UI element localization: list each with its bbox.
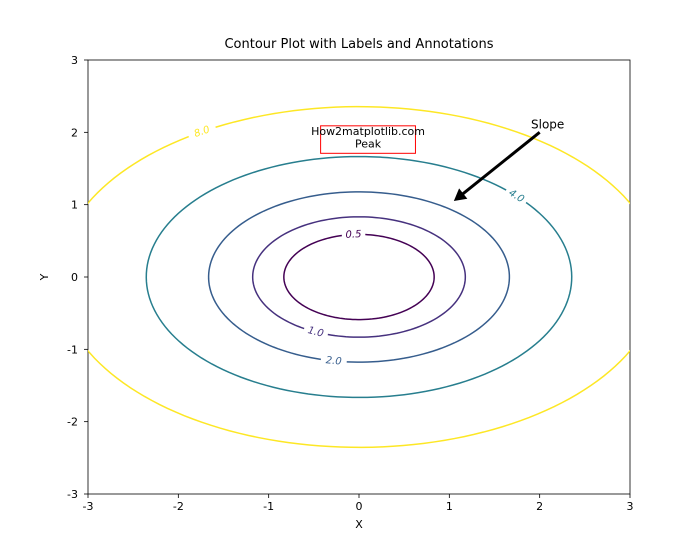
x-axis-label: X <box>355 518 363 531</box>
y-tick-label: 2 <box>71 126 78 139</box>
x-tick-label: 1 <box>446 500 453 513</box>
slope-annotation-text: Slope <box>531 117 564 131</box>
contour-label: 2.0 <box>325 355 342 367</box>
y-axis-label: Y <box>38 273 51 281</box>
x-tick-label: -2 <box>173 500 184 513</box>
y-tick-label: -2 <box>67 416 78 429</box>
x-tick-label: 0 <box>356 500 363 513</box>
y-tick-label: 1 <box>71 199 78 212</box>
contour-label: 0.5 <box>345 229 361 241</box>
x-tick-label: 3 <box>627 500 634 513</box>
y-tick-label: -3 <box>67 488 78 501</box>
y-tick-label: 0 <box>71 271 78 284</box>
x-tick-label: -3 <box>83 500 94 513</box>
x-tick-label: 2 <box>536 500 543 513</box>
y-tick-label: -1 <box>67 343 78 356</box>
x-tick-label: -1 <box>263 500 274 513</box>
chart-container: -3 -2 -1 0 1 2 3 -3 -2 -1 0 1 2 3 X Y Contour Plot with … <box>0 0 700 560</box>
chart-title: Contour Plot with Labels and Annotations <box>224 37 493 52</box>
y-tick-label: 3 <box>71 54 78 67</box>
contour-plot-svg: -3 -2 -1 0 1 2 3 -3 -2 -1 0 1 2 3 X Y Contour Plot with … <box>0 0 700 560</box>
